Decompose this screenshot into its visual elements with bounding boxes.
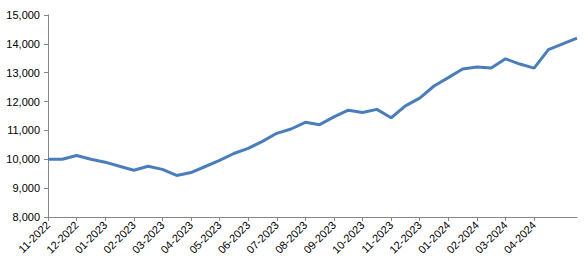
- svg-text:02-2024: 02-2024: [444, 218, 482, 256]
- svg-text:11-2022: 11-2022: [15, 218, 53, 256]
- svg-text:05-2023: 05-2023: [186, 218, 224, 256]
- svg-text:06-2023: 06-2023: [215, 218, 253, 256]
- svg-text:01-2024: 01-2024: [415, 218, 453, 256]
- svg-text:04-2024: 04-2024: [501, 219, 538, 256]
- svg-text:04-2023: 04-2023: [158, 218, 196, 256]
- svg-text:03-2023: 03-2023: [129, 218, 167, 256]
- svg-text:09-2023: 09-2023: [301, 218, 339, 256]
- svg-text:01-2023: 01-2023: [72, 218, 110, 256]
- svg-text:11,000: 11,000: [7, 124, 40, 136]
- svg-text:9,000: 9,000: [12, 182, 40, 194]
- svg-text:07-2023: 07-2023: [244, 218, 281, 256]
- svg-text:12,000: 12,000: [6, 96, 40, 108]
- svg-text:08-2023: 08-2023: [272, 218, 310, 256]
- svg-text:15,000: 15,000: [6, 9, 40, 21]
- svg-text:03-2024: 03-2024: [472, 218, 510, 256]
- svg-text:10,000: 10,000: [6, 153, 40, 165]
- svg-text:10-2023: 10-2023: [329, 218, 367, 256]
- svg-text:12-2022: 12-2022: [43, 218, 81, 256]
- svg-text:02-2023: 02-2023: [101, 218, 138, 256]
- svg-text:14,000: 14,000: [6, 38, 40, 50]
- svg-text:13,000: 13,000: [6, 67, 40, 79]
- svg-text:11-2023: 11-2023: [359, 218, 396, 256]
- svg-text:8,000: 8,000: [12, 211, 40, 223]
- svg-text:12-2023: 12-2023: [387, 218, 424, 256]
